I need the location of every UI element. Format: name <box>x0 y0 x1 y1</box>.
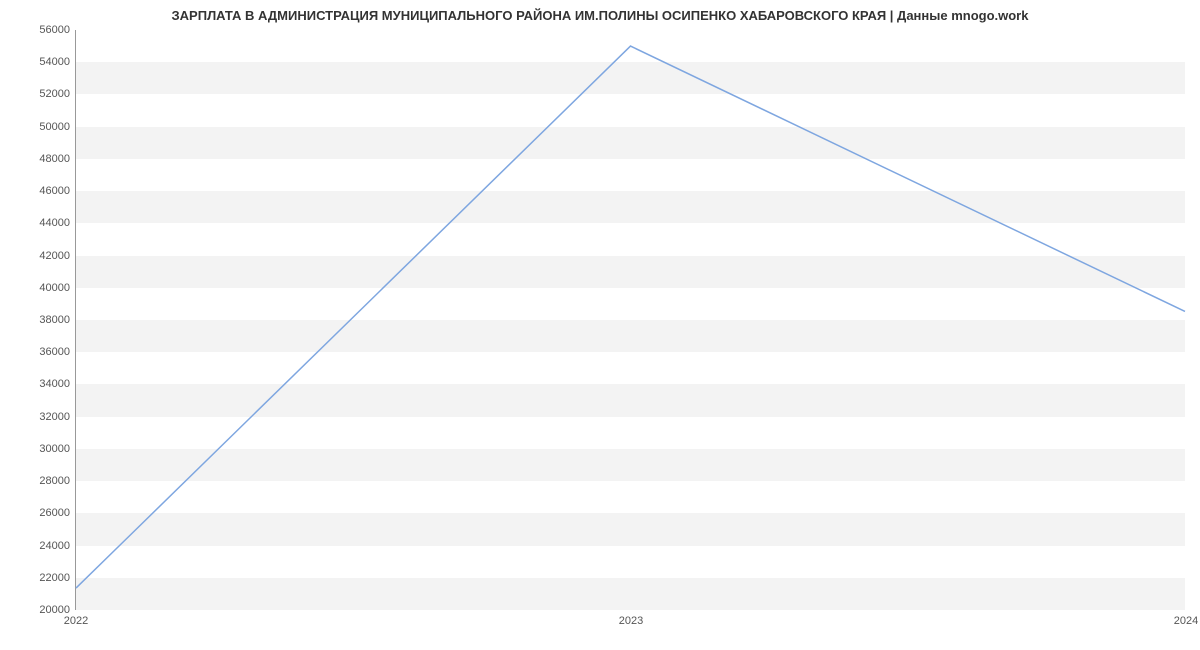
y-tick-label: 24000 <box>39 540 70 552</box>
y-tick-label: 46000 <box>39 185 70 197</box>
y-tick-label: 50000 <box>39 121 70 133</box>
y-tick-label: 52000 <box>39 88 70 100</box>
y-tick-label: 54000 <box>39 56 70 68</box>
y-tick-label: 38000 <box>39 314 70 326</box>
y-tick-label: 42000 <box>39 250 70 262</box>
chart-title: ЗАРПЛАТА В АДМИНИСТРАЦИЯ МУНИЦИПАЛЬНОГО … <box>0 8 1200 23</box>
plot-area: 2000022000240002600028000300003200034000… <box>75 30 1185 610</box>
y-tick-label: 44000 <box>39 217 70 229</box>
y-tick-label: 36000 <box>39 346 70 358</box>
x-tick-label: 2022 <box>64 615 88 627</box>
y-tick-label: 48000 <box>39 153 70 165</box>
y-tick-label: 56000 <box>39 24 70 36</box>
series-line-salary <box>76 46 1185 588</box>
line-layer <box>76 30 1185 609</box>
y-tick-label: 40000 <box>39 282 70 294</box>
y-tick-label: 30000 <box>39 443 70 455</box>
y-tick-label: 22000 <box>39 572 70 584</box>
y-tick-label: 28000 <box>39 475 70 487</box>
y-tick-label: 34000 <box>39 378 70 390</box>
y-tick-label: 32000 <box>39 411 70 423</box>
x-tick-label: 2024 <box>1174 615 1198 627</box>
salary-line-chart: ЗАРПЛАТА В АДМИНИСТРАЦИЯ МУНИЦИПАЛЬНОГО … <box>0 0 1200 650</box>
x-tick-label: 2023 <box>619 615 643 627</box>
y-tick-label: 26000 <box>39 507 70 519</box>
